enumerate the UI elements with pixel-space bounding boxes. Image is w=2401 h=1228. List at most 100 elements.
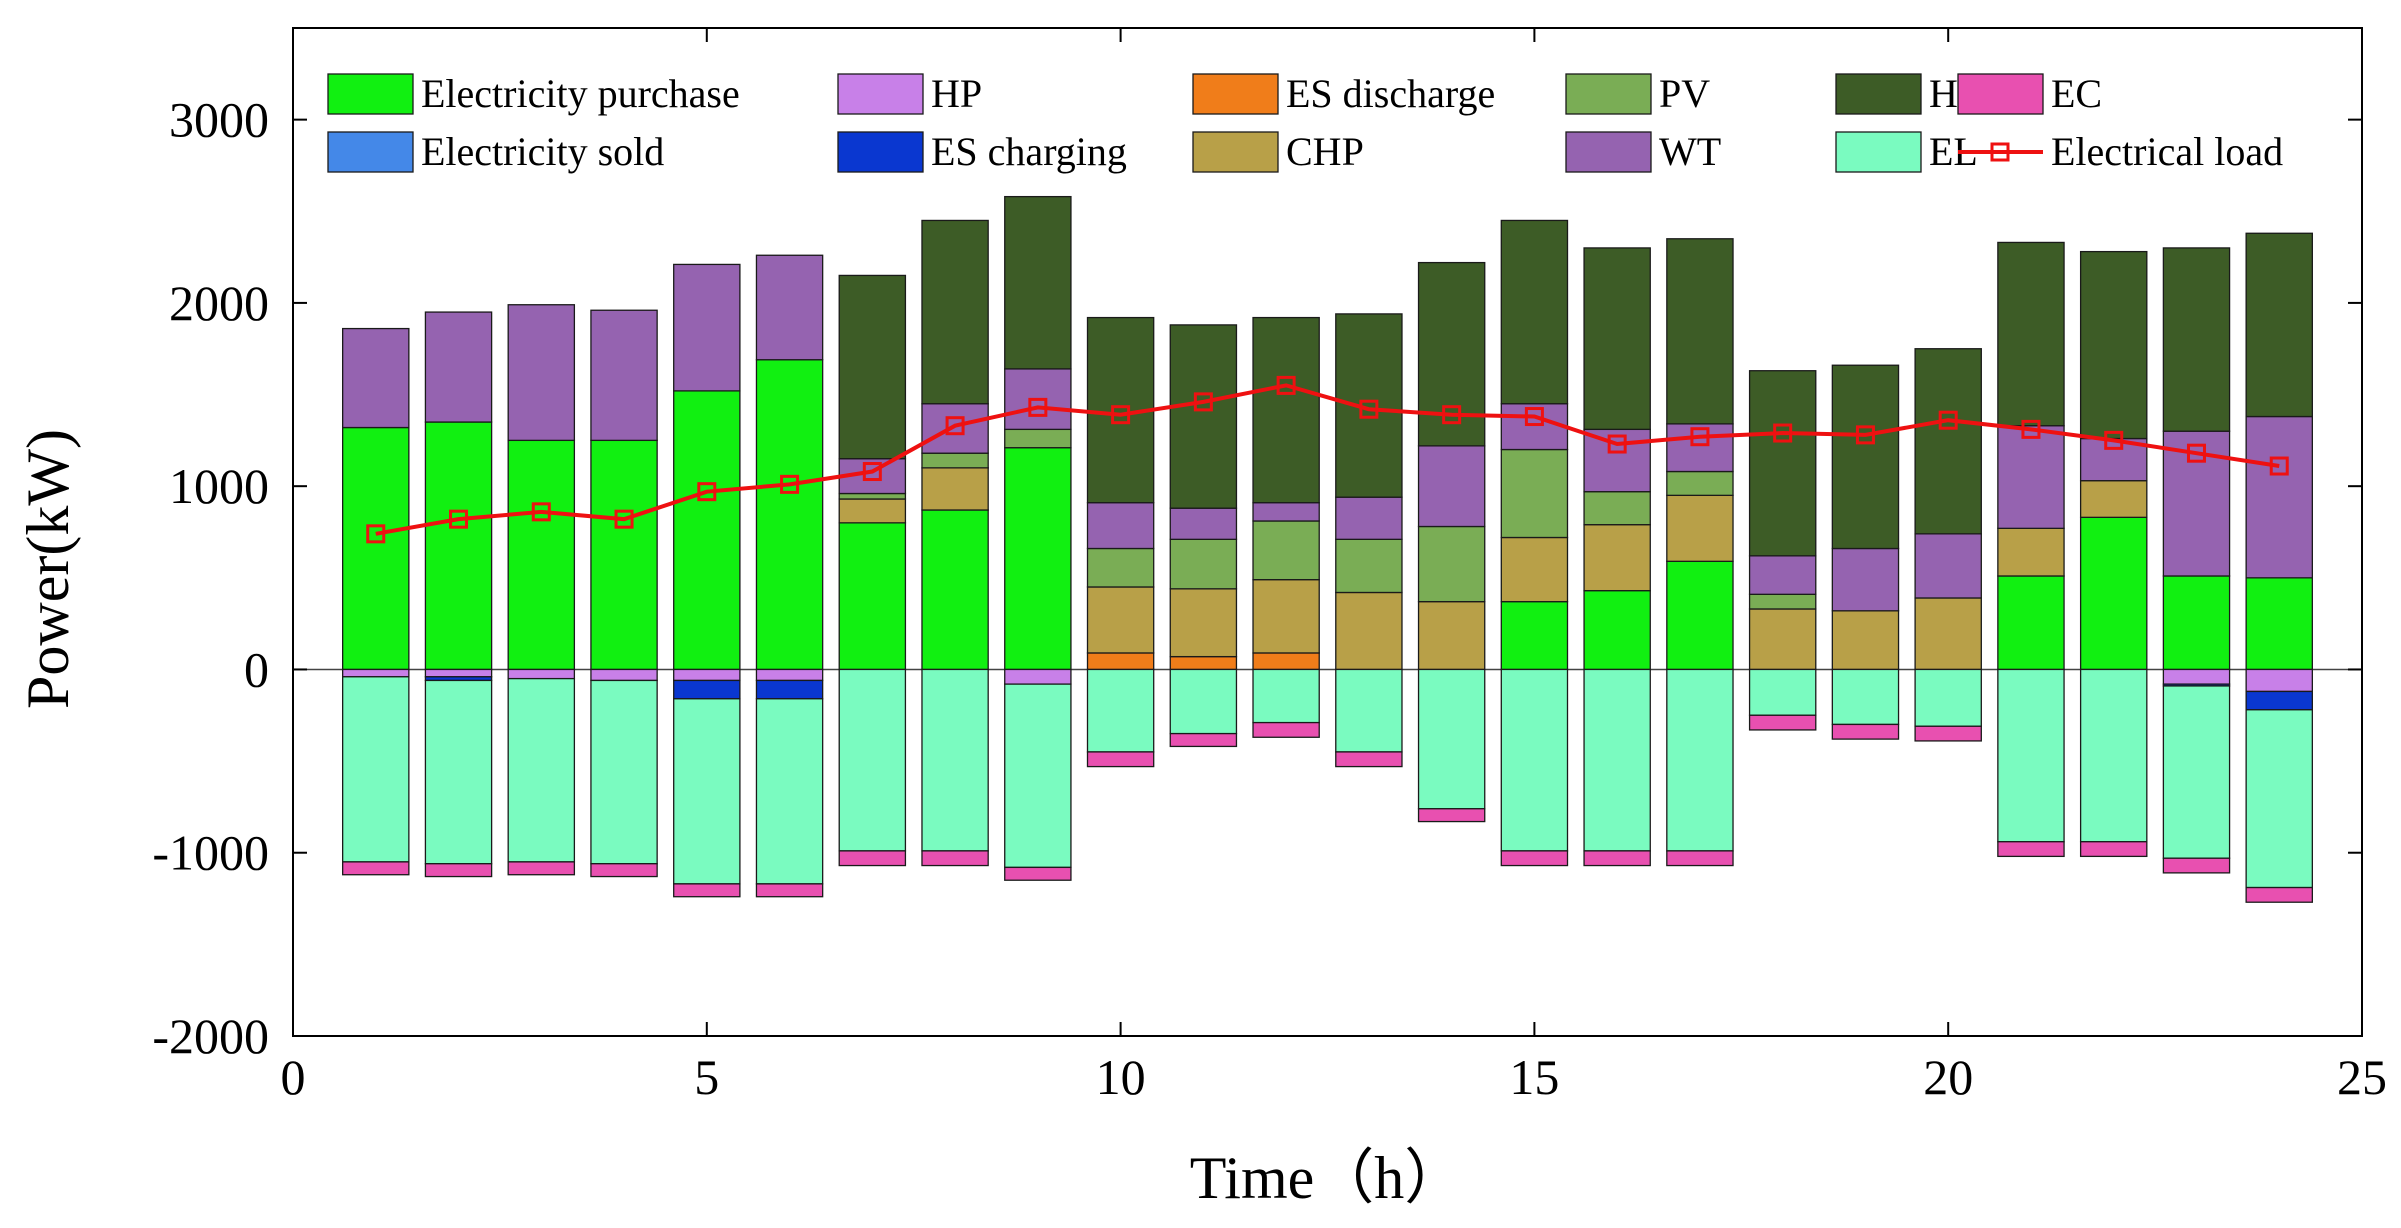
legend-label-wt: WT	[1659, 129, 1721, 174]
bar-wt-h24	[2245, 415, 2313, 579]
bar-hfg-h19	[1831, 364, 1900, 550]
bar-pv-h7	[838, 492, 907, 500]
bar-es-discharge-h11	[1169, 655, 1238, 671]
point-load-h10	[1111, 405, 1131, 425]
legend-swatch-es-discharge	[1192, 73, 1279, 115]
bar-ec-h23	[2162, 857, 2231, 874]
bar-ec-h13	[1335, 751, 1403, 768]
bar-hp-h6	[755, 668, 824, 682]
bar-chp-h12	[1252, 579, 1320, 654]
point-load-h24	[2269, 456, 2289, 476]
bar-electricity-purchase-h21	[1997, 575, 2065, 671]
bar-es-charging-h6	[755, 679, 824, 700]
axes: 0 5 10 15 20 25 -2000 -1000 0 1000 2000 3000	[152, 27, 2387, 1105]
point-load-h2	[449, 509, 469, 529]
legend-label-chp: CHP	[1286, 129, 1364, 174]
x-axis-title: Time（h）	[1190, 1145, 1465, 1211]
bar-electricity-purchase-h7	[838, 522, 907, 671]
bar-ec-h11	[1169, 732, 1238, 748]
bar-chp-h17	[1666, 494, 1734, 562]
bar-chp-h20	[1914, 597, 1982, 671]
point-load-h1	[366, 524, 386, 544]
bar-ec-h15	[1500, 850, 1569, 867]
bar-pv-h8	[921, 452, 989, 469]
bar-electricity-purchase-h2	[424, 421, 493, 671]
bar-chp-h22	[2079, 480, 2148, 518]
y-tick-label: -2000	[152, 1008, 269, 1064]
point-load-h22	[2104, 430, 2124, 450]
bar-wt-h10	[1086, 502, 1155, 550]
bar-wt-h18	[1748, 555, 1817, 595]
bar-electricity-purchase-h22	[2079, 516, 2148, 671]
bar-wt-h8	[921, 403, 989, 454]
bar-es-charging-h5	[673, 679, 741, 700]
legend-swatch-hp	[837, 73, 924, 115]
bar-electricity-purchase-h4	[590, 439, 658, 671]
x-tick-label: 20	[1923, 1049, 1973, 1105]
bar-hfg-h16	[1583, 247, 1651, 431]
bar-hp-h24	[2245, 668, 2313, 693]
bar-electricity-purchase-h6	[755, 359, 824, 671]
point-load-h3	[531, 502, 551, 522]
point-load-h15	[1524, 407, 1544, 427]
bar-electricity-purchase-h9	[1004, 447, 1072, 671]
bar-hp-h23	[2162, 668, 2231, 685]
legend-marker-electrical-load	[1990, 142, 2010, 162]
bar-el-h20	[1914, 668, 1982, 727]
point-load-h13	[1359, 399, 1379, 419]
bar-pv-h14	[1417, 525, 1486, 603]
bar-hfg-h7	[838, 274, 907, 460]
point-load-h14	[1442, 405, 1462, 425]
bar-ec-h7	[838, 850, 907, 867]
bar-wt-h16	[1583, 428, 1651, 493]
bar-el-h1	[342, 676, 410, 863]
bar-hfg-h17	[1666, 238, 1734, 425]
bar-chp-h15	[1500, 536, 1569, 603]
bar-layer	[342, 195, 2313, 903]
bar-el-h10	[1086, 668, 1155, 753]
bar-wt-h2	[424, 311, 493, 423]
line-electrical-load	[375, 383, 2280, 536]
bar-pv-h11	[1169, 538, 1238, 590]
bar-el-h11	[1169, 668, 1238, 735]
bar-pv-h17	[1666, 470, 1734, 496]
bar-chp-h8	[921, 467, 989, 511]
bar-pv-h9	[1004, 428, 1072, 449]
bar-electricity-purchase-h16	[1583, 589, 1651, 671]
y-tick-label: 1000	[169, 458, 269, 514]
bar-el-h2	[424, 679, 493, 865]
bar-pv-h16	[1583, 491, 1651, 526]
point-load-h20	[1938, 410, 1958, 430]
legend-swatch-el	[1835, 131, 1922, 173]
bar-hfg-h23	[2162, 247, 2231, 432]
legend-swatch-pv	[1565, 73, 1652, 115]
point-load-h23	[2186, 443, 2206, 463]
bar-chp-h7	[838, 498, 907, 524]
bar-hfg-h21	[1997, 241, 2065, 427]
legend-label-ec: EC	[2051, 71, 2102, 116]
point-load-h8	[945, 416, 965, 436]
bar-hfg-h9	[1004, 195, 1072, 370]
point-load-h12	[1276, 375, 1296, 395]
bar-chp-h10	[1086, 586, 1155, 654]
legend-swatch-es-charging	[837, 131, 924, 173]
point-load-h7	[862, 462, 882, 482]
y-tick-label: 3000	[169, 92, 269, 148]
bar-chp-h19	[1831, 610, 1900, 671]
bar-chp-h11	[1169, 588, 1238, 658]
bar-electricity-purchase-h8	[921, 509, 989, 671]
bar-el-h7	[838, 668, 907, 852]
bar-ec-h16	[1583, 850, 1651, 867]
x-tick-label: 15	[1509, 1049, 1559, 1105]
bar-el-h15	[1500, 668, 1569, 852]
bar-el-h4	[590, 679, 658, 865]
bar-electricity-purchase-h1	[342, 426, 410, 671]
bar-el-h9	[1004, 683, 1072, 869]
bar-ec-h17	[1666, 850, 1734, 867]
bar-ec-h5	[673, 883, 741, 898]
bar-ec-h2	[424, 863, 493, 878]
bar-hfg-h24	[2245, 232, 2313, 418]
bar-wt-h13	[1335, 496, 1403, 540]
bar-el-h3	[507, 677, 576, 863]
bar-hfg-h22	[2079, 250, 2148, 440]
